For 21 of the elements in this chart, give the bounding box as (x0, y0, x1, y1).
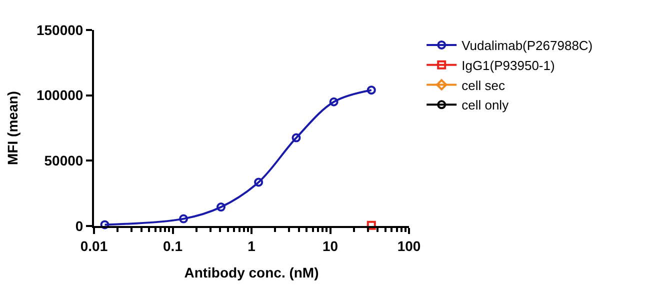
y-axis-title: MFI (mean) (4, 91, 21, 165)
y-tick-label: 50000 (44, 152, 84, 169)
x-tick-label: 10 (322, 238, 338, 254)
point (366, 86, 376, 95)
x-tick-label: 0.1 (163, 238, 183, 254)
point (179, 214, 188, 224)
point (254, 178, 264, 187)
x-tick-label: 100 (397, 238, 421, 254)
legend-label: IgG1(P93950-1) (462, 58, 555, 73)
y-tick-label: 0 (75, 218, 84, 234)
x-tick-label: 1 (248, 238, 256, 254)
point (292, 133, 301, 142)
point (216, 202, 226, 212)
legend-label: cell only (462, 98, 510, 113)
y-tick-label: 100000 (36, 87, 84, 104)
legend-label: Vudalimab(P267988C) (462, 38, 593, 54)
y-tick-label: 150000 (36, 22, 84, 38)
x-tick-label: 0.01 (80, 238, 108, 254)
legend-label: cell sec (462, 78, 506, 93)
x-axis-title: Antibody conc. (nM) (184, 264, 319, 281)
point (329, 97, 338, 106)
